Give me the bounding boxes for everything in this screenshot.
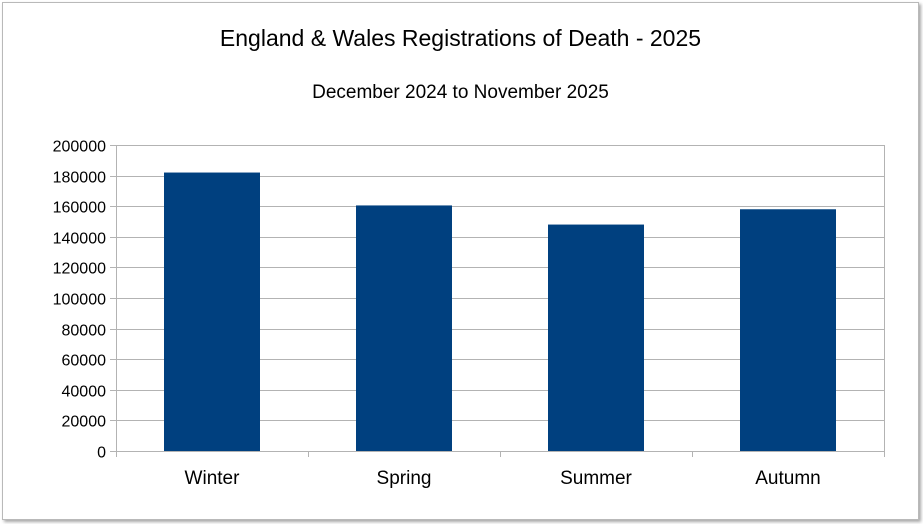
y-tick-label: 40000 (62, 384, 107, 401)
chart-title: England & Wales Registrations of Death -… (219, 25, 702, 51)
y-tick-label: 160000 (53, 200, 106, 217)
x-tick-label: Spring (377, 468, 432, 489)
chart-subtitle: December 2024 to November 2025 (312, 82, 609, 103)
y-tick-label: 120000 (53, 261, 106, 278)
x-tick-label: Autumn (755, 468, 820, 489)
tick-labels: 0 20000 40000 60000 80000 100000 120000 140000 1… (53, 139, 821, 490)
axes (110, 145, 885, 457)
bar-autumn (740, 209, 836, 451)
y-tick-label: 60000 (62, 353, 107, 370)
y-tick-label: 100000 (53, 292, 106, 309)
y-tick-label: 180000 (53, 170, 106, 187)
y-tick-label: 80000 (62, 323, 107, 340)
bar-summer (548, 224, 644, 451)
y-tick-label: 140000 (53, 231, 106, 248)
x-tick-label: Summer (560, 468, 632, 489)
y-tick-label: 0 (97, 445, 106, 462)
bar-spring (356, 205, 452, 451)
bars (164, 172, 836, 452)
bar-winter (164, 172, 260, 452)
x-tick-label: Winter (185, 468, 241, 489)
y-tick-label: 20000 (62, 414, 107, 431)
y-tick-label: 200000 (53, 139, 106, 156)
